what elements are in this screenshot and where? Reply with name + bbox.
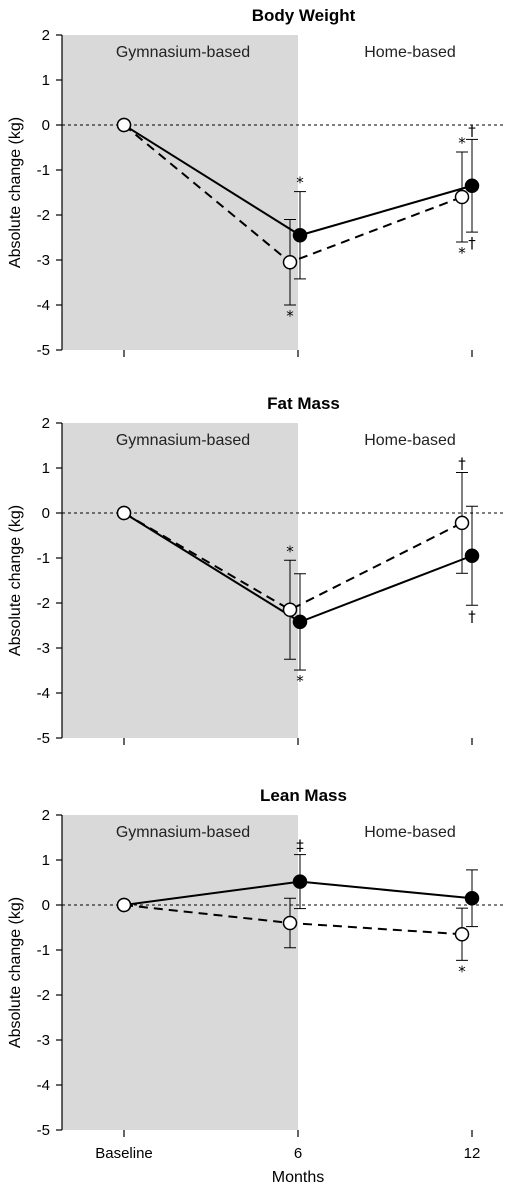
data-point-open [282, 255, 298, 270]
significance-marker: * [458, 244, 466, 262]
data-point-open [116, 505, 132, 521]
y-tick-label: 0 [42, 505, 50, 522]
y-tick-label: -5 [37, 730, 50, 747]
data-point-open [282, 602, 298, 617]
data-point-open [454, 515, 470, 531]
data-point-filled [464, 178, 480, 193]
data-point-open [116, 117, 132, 133]
x-tick-label: 12 [464, 1145, 481, 1162]
y-tick-label: 1 [42, 72, 50, 89]
significance-marker: * [296, 174, 304, 192]
x-tick-label: 6 [294, 1145, 302, 1162]
y-tick-label: 0 [42, 117, 50, 134]
y-tick-label: -2 [37, 207, 50, 224]
y-tick-label: 0 [42, 897, 50, 914]
region-label: Gymnasium-based [116, 824, 250, 841]
y-axis-title: Absolute change (kg) [7, 117, 24, 268]
y-tick-label: 1 [42, 460, 50, 477]
data-point-filled [464, 891, 480, 906]
significance-marker: † [468, 234, 476, 252]
significance-marker: † [458, 455, 466, 473]
gymnasium-shaded-region [62, 35, 298, 350]
y-tick-label: -4 [37, 685, 50, 702]
y-tick-label: -3 [37, 640, 50, 657]
panel-title: Lean Mass [260, 786, 347, 805]
gymnasium-shaded-region [62, 423, 298, 738]
y-tick-label: -2 [37, 987, 50, 1004]
data-point-open [454, 189, 470, 205]
data-point-open [454, 927, 470, 942]
y-tick-label: -1 [37, 550, 50, 567]
y-tick-label: -5 [37, 1122, 50, 1139]
region-label: Home-based [364, 432, 456, 449]
series-line-open [123, 512, 463, 611]
x-axis-title: Months [272, 1169, 324, 1186]
x-tick-label: Baseline [95, 1145, 153, 1162]
y-tick-label: -5 [37, 342, 50, 359]
y-tick-label: 2 [42, 415, 50, 432]
significance-marker: * [458, 962, 466, 980]
region-label: Home-based [364, 824, 456, 841]
y-tick-label: 1 [42, 852, 50, 869]
panel-title: Body Weight [252, 6, 356, 25]
y-axis-title: Absolute change (kg) [7, 897, 24, 1048]
y-tick-label: -1 [37, 162, 50, 179]
significance-marker: * [296, 672, 304, 690]
data-point-filled [292, 228, 308, 243]
data-point-open [282, 915, 298, 931]
significance-marker: † [468, 607, 476, 625]
significance-marker: † [468, 121, 476, 139]
y-tick-label: -4 [37, 1077, 50, 1094]
significance-marker: ‡ [296, 837, 304, 855]
y-tick-label: 2 [42, 27, 50, 44]
data-point-open [116, 897, 132, 913]
data-point-filled [464, 548, 480, 563]
significance-marker: * [458, 134, 466, 152]
y-tick-label: -4 [37, 297, 50, 314]
significance-marker: * [286, 542, 294, 560]
region-label: Gymnasium-based [116, 44, 250, 61]
data-point-filled [292, 614, 308, 630]
y-tick-label: -2 [37, 595, 50, 612]
panel-title: Fat Mass [267, 394, 340, 413]
gymnasium-shaded-region [62, 815, 298, 1130]
region-label: Home-based [364, 44, 456, 61]
region-label: Gymnasium-based [116, 432, 250, 449]
y-tick-label: -3 [37, 252, 50, 269]
significance-marker: * [286, 307, 294, 325]
y-axis-title: Absolute change (kg) [7, 505, 24, 656]
y-tick-label: -1 [37, 942, 50, 959]
y-tick-label: -3 [37, 1032, 50, 1049]
y-tick-label: 2 [42, 807, 50, 824]
data-point-filled [292, 874, 308, 889]
